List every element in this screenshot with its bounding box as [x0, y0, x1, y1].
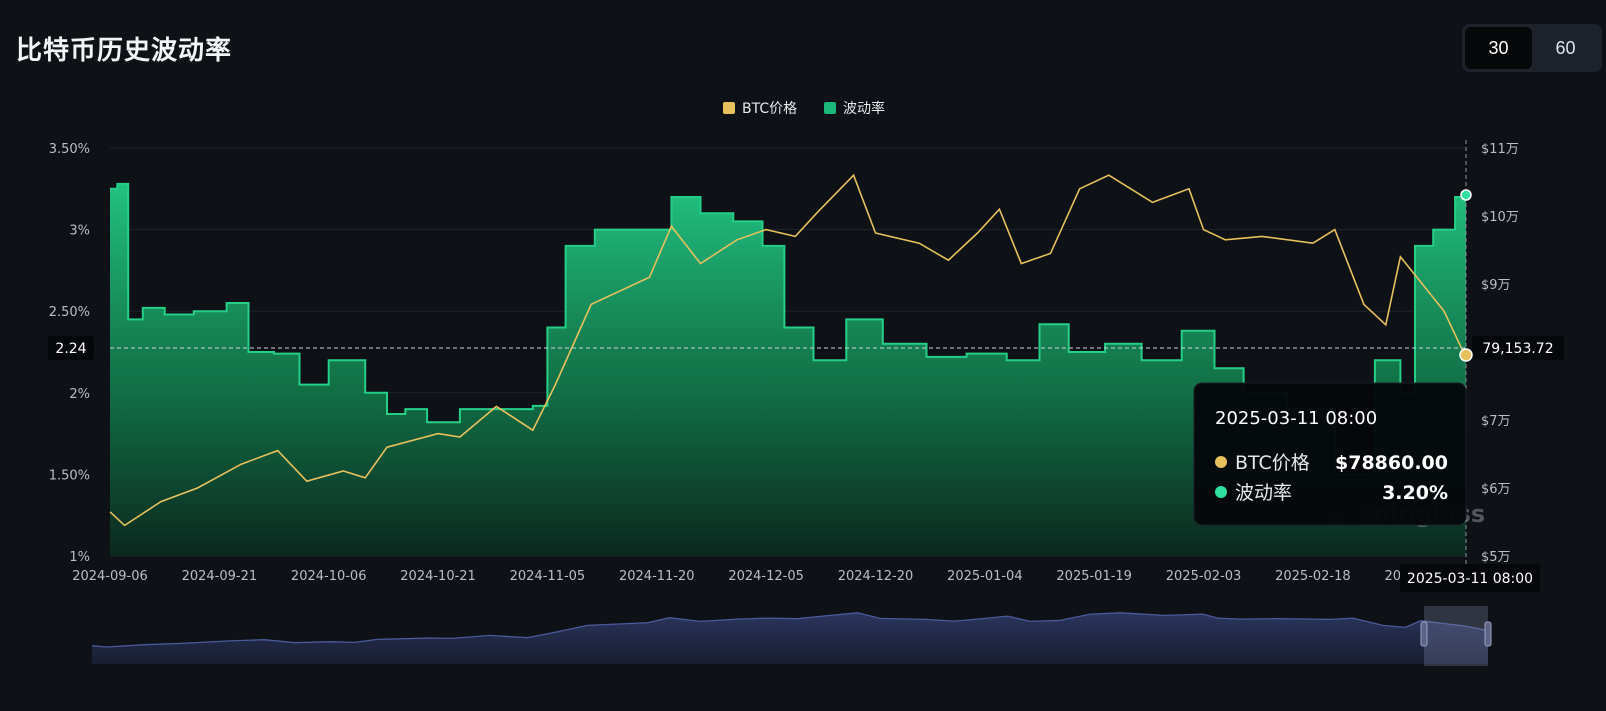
navigator-right-handle[interactable]: [1484, 621, 1492, 647]
period-60-button[interactable]: 60: [1555, 37, 1576, 58]
tooltip-price-value: $78860.00: [1335, 452, 1448, 474]
x-tick-label: 2024-10-21: [400, 569, 476, 584]
page-title: 比特币历史波动率: [16, 36, 233, 66]
x-tick-label: 2024-11-20: [619, 569, 695, 584]
x-tick-label: 2025-01-04: [947, 569, 1023, 584]
x-tick-label: 2024-09-21: [182, 569, 258, 584]
navigator-area: [92, 612, 1488, 664]
legend-price-swatch: [723, 102, 735, 114]
tooltip-volatility-value: 3.20%: [1382, 482, 1448, 504]
x-tick-label: 2024-09-06: [72, 569, 148, 584]
tooltip-volatility-dot: [1215, 486, 1227, 498]
price-line: [109, 173, 1467, 527]
y-axis-left: 3.50% 3% 2.50% 2% 1.50% 1%: [49, 142, 90, 565]
tooltip-date: 2025-03-11 08:00: [1215, 408, 1377, 429]
tooltip: 2025-03-11 08:00 BTC价格 $78860.00 波动率 3.2…: [1193, 382, 1467, 526]
x-tick-label: 2025-02-18: [1275, 569, 1351, 584]
x-tick-label: 2025-02-03: [1166, 569, 1242, 584]
y-right-tick-label: $9万: [1481, 278, 1511, 293]
y-left-tick-label: 1%: [69, 550, 90, 565]
period-30-button[interactable]: 30: [1465, 27, 1532, 69]
tooltip-box: [1193, 382, 1467, 526]
crosshair-left-value: 2.24: [55, 341, 86, 357]
y-right-tick-label: $11万: [1481, 142, 1519, 157]
tooltip-price-dot: [1215, 456, 1227, 468]
x-tick-label: 2024-10-06: [291, 569, 367, 584]
crosshair-left-label-box: [48, 336, 94, 360]
range-navigator[interactable]: [91, 606, 1492, 666]
period-toggle: 30 60: [1462, 24, 1602, 72]
crosshair-right-value: 79,153.72: [1482, 341, 1553, 357]
crosshair-right-label-box: [1472, 336, 1564, 360]
price-hover-point: [1459, 348, 1473, 362]
y-left-tick-label: 2%: [69, 387, 90, 402]
crosshair-date: 2025-03-11 08:00: [1407, 571, 1533, 587]
x-tick-label: 2024-11-05: [510, 569, 586, 584]
x-tick-label: 2025-01-19: [1056, 569, 1132, 584]
y-left-tick-label: 1.50%: [49, 468, 90, 483]
y-right-tick-label: $6万: [1481, 482, 1511, 497]
x-tick-label: 2024-12-20: [838, 569, 914, 584]
x-axis: 2024-09-06 2024-09-21 2024-10-06 2024-10-21…: [72, 569, 1460, 584]
legend-price-label[interactable]: BTC价格: [742, 101, 797, 117]
crosshair-date-box: [1400, 564, 1540, 592]
navigator-line: [91, 612, 1489, 648]
y-right-tick-label: $5万: [1481, 550, 1511, 565]
navigator-left-handle[interactable]: [1420, 621, 1428, 647]
y-left-tick-label: 3.50%: [49, 142, 90, 157]
y-right-tick-label: $7万: [1481, 414, 1511, 429]
legend-volatility-label[interactable]: 波动率: [843, 100, 885, 117]
tooltip-price-label: BTC价格: [1235, 452, 1310, 474]
navigator-selection[interactable]: [1424, 606, 1488, 666]
legend[interactable]: BTC价格 波动率: [723, 100, 885, 117]
legend-volatility-swatch: [824, 102, 836, 114]
y-left-tick-label: 2.50%: [49, 305, 90, 320]
volatility-line: [110, 182, 1466, 476]
volatility-area: [110, 183, 1466, 556]
volatility-hover-point: [1460, 189, 1472, 201]
y-left-tick-label: 3%: [69, 224, 90, 239]
tooltip-volatility-label: 波动率: [1235, 482, 1292, 504]
y-right-tick-label: $10万: [1481, 210, 1519, 225]
x-tick-label: 2024-12-05: [728, 569, 804, 584]
